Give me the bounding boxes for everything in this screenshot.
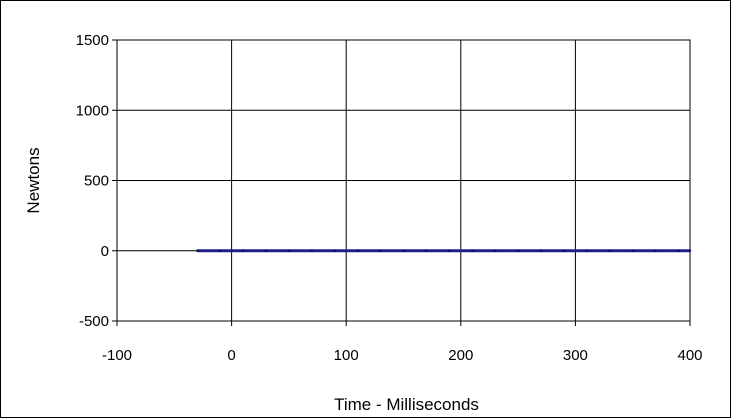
y-tick-label: 1500 (76, 32, 109, 49)
x-tick-label: -100 (102, 347, 132, 364)
data-point (493, 249, 497, 252)
data-point (688, 249, 692, 252)
data-point (539, 249, 543, 252)
x-tick-label: 300 (563, 347, 588, 364)
data-point (608, 249, 611, 252)
x-tick-label: 200 (448, 347, 473, 364)
data-point (471, 249, 474, 252)
y-tick-label: 1000 (76, 102, 109, 119)
y-tick-labels: -500 0 500 1000 1500 (76, 32, 109, 330)
data-point (562, 249, 566, 252)
plot-series (196, 249, 692, 253)
data-point (425, 249, 428, 252)
data-point (402, 249, 405, 252)
y-axis-title: Newtons (24, 147, 43, 213)
x-axis-title: Time - Milliseconds (334, 395, 479, 414)
gridlines (116, 39, 691, 322)
data-point (241, 249, 245, 252)
data-point (654, 249, 657, 252)
x-tick-label: 400 (677, 347, 702, 364)
data-point (677, 249, 680, 252)
x-tick-label: 0 (227, 347, 235, 364)
data-point (310, 249, 314, 252)
x-tick-label: 100 (334, 347, 359, 364)
data-point (585, 249, 589, 252)
data-point (218, 249, 222, 252)
data-point (631, 249, 634, 252)
data-point (287, 249, 291, 252)
y-tick-label: 0 (101, 243, 109, 260)
data-point (264, 249, 268, 252)
y-tick-label: -500 (79, 313, 109, 330)
data-point (333, 249, 336, 252)
x-tick-labels: -100 0 100 200 300 400 (102, 347, 703, 364)
data-point (516, 249, 520, 252)
tick-marks (112, 39, 691, 326)
data-point (379, 249, 382, 252)
data-point (448, 249, 451, 252)
data-point (356, 249, 359, 252)
y-tick-label: 500 (84, 173, 109, 190)
data-point (196, 249, 199, 252)
